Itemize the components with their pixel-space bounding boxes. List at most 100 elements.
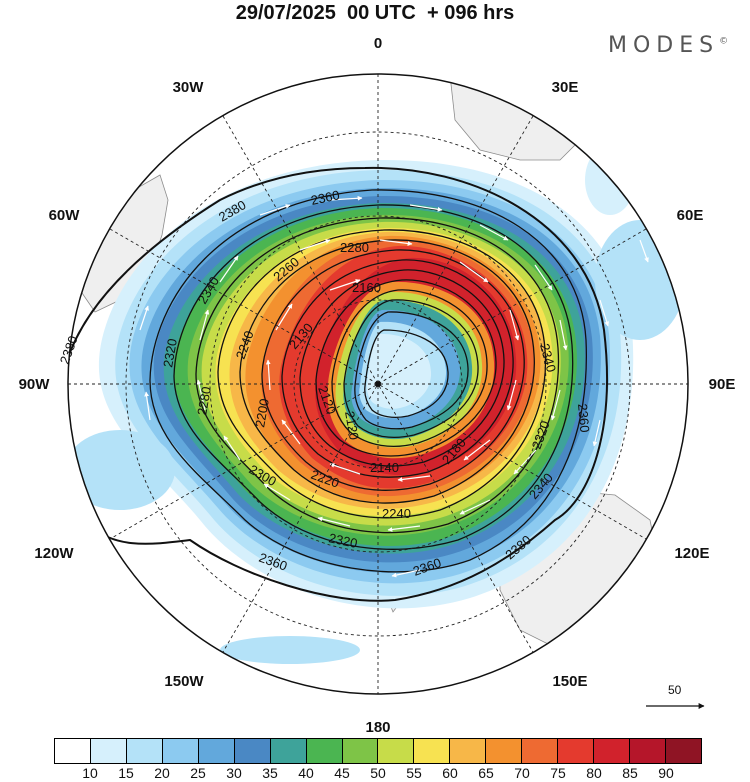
colorbar-swatch: [630, 739, 666, 763]
contour-2140: [354, 311, 469, 430]
vec-14: [196, 379, 206, 411]
colorbar-tick-label: 80: [586, 765, 602, 781]
lon-label-60w: 60W: [49, 207, 81, 224]
label-2280-b: 2280: [194, 385, 214, 416]
vec-11: [317, 516, 351, 527]
patch-south: [220, 636, 360, 664]
lon-label-150w: 150W: [164, 673, 204, 690]
colorbar-tick-label: 85: [622, 765, 638, 781]
lon-label-60e: 60E: [677, 207, 704, 224]
vec-32: [592, 419, 601, 447]
label-2360-a: 2360: [310, 187, 341, 208]
colorbar-swatch: [162, 739, 199, 763]
colorbar-swatch: [55, 739, 91, 763]
brand-mark: ©: [719, 36, 729, 47]
contour-2200: [315, 279, 497, 457]
colorbar-tick-label: 55: [406, 765, 422, 781]
colorbar-tick-label: 75: [550, 765, 566, 781]
colorbar-tick-label: 70: [514, 765, 530, 781]
lon-label-150e: 150E: [552, 673, 587, 690]
vec-18: [379, 239, 413, 246]
colorbar-tick-label: 50: [370, 765, 386, 781]
vec-5: [534, 264, 553, 291]
colorbar-tick-label: 65: [478, 765, 494, 781]
vec-6: [559, 319, 568, 351]
height-contours: [68, 166, 608, 602]
label-2200: 2200: [252, 397, 272, 428]
contour-2280: [239, 239, 535, 504]
vec-12: [263, 483, 291, 501]
label-2240-b: 2240: [382, 506, 411, 521]
colorbar-tick-label: 90: [658, 765, 674, 781]
lon-label-90w: 90W: [19, 376, 51, 393]
vec-31: [599, 299, 610, 327]
colorbar-swatch: [665, 739, 701, 763]
vec-25: [281, 419, 301, 445]
lon-label-30w: 30W: [173, 79, 205, 96]
colorbar-swatch: [342, 739, 379, 763]
colorbar-swatch: [90, 739, 127, 763]
colorbar-swatch: [270, 739, 307, 763]
vec-29: [139, 305, 149, 331]
meridian-60: [109, 228, 647, 540]
label-2340-b: 2340: [537, 342, 559, 374]
vec-9: [459, 499, 491, 515]
lon-label-120e: 120E: [674, 545, 709, 562]
colorbar-tick-label: 15: [118, 765, 134, 781]
patch-east: [595, 220, 685, 340]
contour-2220: [299, 269, 505, 467]
colorbar-swatch: [414, 739, 451, 763]
meridian-30: [222, 115, 534, 653]
colorbar-tick-label: 60: [442, 765, 458, 781]
contour-2180: [331, 289, 488, 448]
contour-2380: [68, 166, 608, 602]
colorbar-swatch: [558, 739, 595, 763]
lat-lon-grid: [68, 74, 688, 694]
label-2280-a: 2280: [340, 240, 369, 255]
contour-2120: [364, 329, 449, 418]
vec-8: [513, 449, 537, 475]
vec-10: [387, 525, 421, 532]
vec-33: [391, 569, 421, 578]
colorbar-tick-label: 40: [298, 765, 314, 781]
colorbar-swatch: [378, 739, 415, 763]
label-2160: 2160: [352, 280, 381, 295]
lon-label-30e: 30E: [552, 79, 579, 96]
colorbar-swatch: [486, 739, 523, 763]
contour-2320: [195, 217, 560, 534]
vec-23: [397, 475, 431, 482]
vec-34: [639, 239, 649, 263]
vec-7: [550, 389, 561, 421]
vec-30: [144, 391, 151, 421]
vec-22: [463, 439, 491, 461]
colorbar-swatch: [594, 739, 630, 763]
colorbar-tick-label: 35: [262, 765, 278, 781]
map-title: 29/07/2025 00 UTC + 096 hrs: [235, 2, 515, 24]
meridian-30e: [222, 115, 534, 653]
colorbar-swatch: [306, 739, 343, 763]
vec-13: [223, 435, 241, 461]
colorbar-swatch: [126, 739, 163, 763]
colorbar-swatch: [198, 739, 235, 763]
contour-2160: [343, 299, 479, 438]
colorbar-tick-label: 20: [154, 765, 170, 781]
colorbar-swatch: [450, 739, 487, 763]
brand-logo: MODES©: [608, 33, 728, 58]
vec-2: [329, 195, 363, 201]
lon-label-180: 180: [365, 719, 390, 736]
lat-circle-3: [125, 131, 631, 637]
vec-17: [299, 239, 331, 251]
lat-circle-1: [293, 299, 463, 469]
colorbar-swatch: [234, 739, 271, 763]
lon-label-90e: 90E: [709, 376, 736, 393]
south-pole-dot: [375, 381, 381, 387]
vec-20: [509, 309, 520, 341]
vec-3: [409, 204, 443, 212]
meridian-60e: [109, 228, 647, 540]
vec-16: [219, 255, 239, 283]
wind-vectors: [139, 195, 649, 578]
contour-2360: [149, 189, 587, 573]
label-2320-c: 2320: [327, 530, 358, 551]
vec-4: [479, 224, 509, 241]
